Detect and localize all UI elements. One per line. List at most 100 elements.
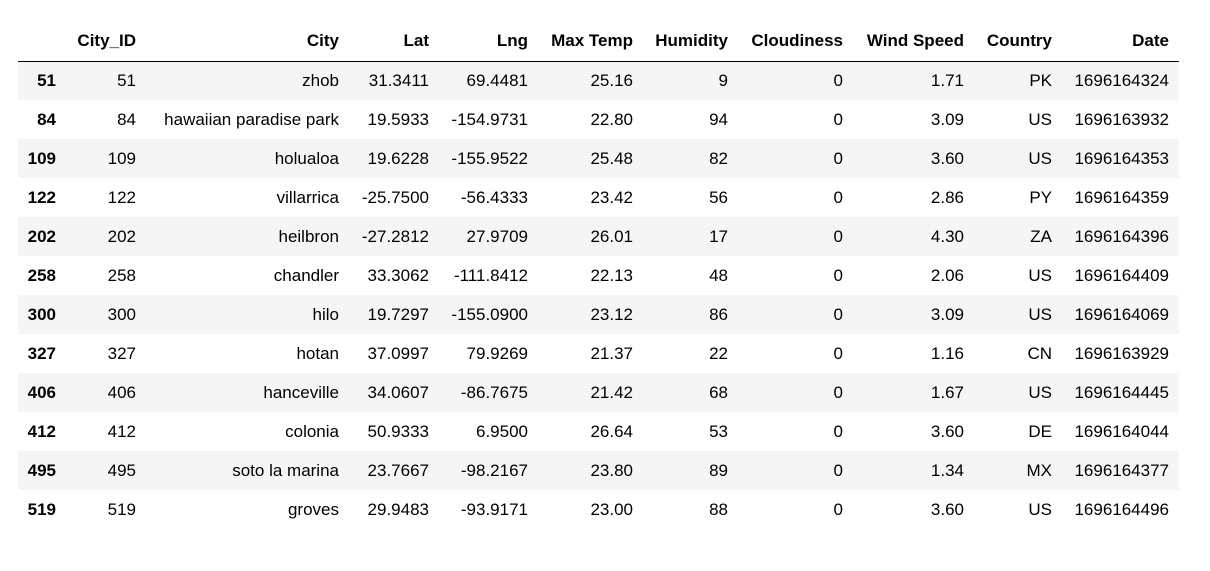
cell-city: hilo <box>312 304 339 324</box>
cell-humidity: 86 <box>709 304 728 324</box>
header-row: City_ID City Lat Lng Max Temp Humidity C… <box>18 22 1179 62</box>
cell-lat: 23.7667 <box>367 460 429 480</box>
cell-cloudiness: 0 <box>833 148 843 168</box>
cell-wind-speed: 3.60 <box>930 499 964 519</box>
cell-lng: -155.9522 <box>451 148 528 168</box>
cell-cloudiness: 0 <box>833 265 843 285</box>
cell-cloudiness: 0 <box>833 70 843 90</box>
cell-country: US <box>1028 109 1052 129</box>
table-row: 258 258 chandler 33.3062 -111.8412 22.13 48 0 2.… <box>18 256 1179 295</box>
cell-wind-speed: 1.16 <box>930 343 964 363</box>
dataframe-table: City_ID City Lat Lng Max Temp Humidity C… <box>18 22 1179 529</box>
cell-lng: -154.9731 <box>451 109 528 129</box>
cell-wind-speed: 3.60 <box>930 421 964 441</box>
cell-lat: 19.5933 <box>367 109 429 129</box>
cell-date: 1696164396 <box>1074 226 1169 246</box>
cell-cloudiness: 0 <box>833 343 843 363</box>
cell-date: 1696163932 <box>1074 109 1169 129</box>
cell-lng: -86.7675 <box>460 382 528 402</box>
row-index: 122 <box>27 187 56 207</box>
cell-max-temp: 21.42 <box>590 382 633 402</box>
cell-date: 1696164324 <box>1074 70 1169 90</box>
table-row: 406 406 hanceville 34.0607 -86.7675 21.42 68 0 1… <box>18 373 1179 412</box>
cell-country: PY <box>1029 187 1052 207</box>
cell-city-id: 412 <box>107 421 136 441</box>
cell-wind-speed: 3.09 <box>930 109 964 129</box>
cell-wind-speed: 1.67 <box>930 382 964 402</box>
cell-lat: 29.9483 <box>367 499 429 519</box>
cell-lat: -27.2812 <box>361 226 429 246</box>
column-header-city: City <box>146 22 349 62</box>
cell-wind-speed: 1.71 <box>930 70 964 90</box>
cell-date: 1696163929 <box>1074 343 1169 363</box>
row-index: 519 <box>27 499 56 519</box>
cell-lat: 19.7297 <box>367 304 429 324</box>
table-row: 122 122 villarrica -25.7500 -56.4333 23.42 56 0… <box>18 178 1179 217</box>
cell-city: colonia <box>285 421 339 441</box>
cell-city-id: 202 <box>107 226 136 246</box>
cell-city: hotan <box>296 343 339 363</box>
cell-city-id: 327 <box>107 343 136 363</box>
cell-humidity: 9 <box>718 70 728 90</box>
cell-max-temp: 21.37 <box>590 343 633 363</box>
cell-city-id: 495 <box>107 460 136 480</box>
table-row: 51 51 zhob 31.3411 69.4481 25.16 9 0 1.71 PK 16961… <box>18 61 1179 100</box>
cell-humidity: 94 <box>709 109 728 129</box>
cell-city: heilbron <box>278 226 340 246</box>
cell-lat: 50.9333 <box>367 421 429 441</box>
cell-max-temp: 23.00 <box>590 499 633 519</box>
cell-max-temp: 25.48 <box>590 148 633 168</box>
cell-humidity: 88 <box>709 499 728 519</box>
cell-max-temp: 25.16 <box>590 70 633 90</box>
cell-city-id: 109 <box>107 148 136 168</box>
cell-max-temp: 22.13 <box>590 265 633 285</box>
cell-lng: -93.9171 <box>460 499 528 519</box>
cell-humidity: 53 <box>709 421 728 441</box>
cell-wind-speed: 3.60 <box>930 148 964 168</box>
row-index: 300 <box>27 304 56 324</box>
cell-humidity: 22 <box>709 343 728 363</box>
column-header-date: Date <box>1062 22 1179 62</box>
cell-lng: 69.4481 <box>466 70 528 90</box>
table-row: 202 202 heilbron -27.2812 27.9709 26.01 17 0 4.3… <box>18 217 1179 256</box>
table-row: 412 412 colonia 50.9333 6.9500 26.64 53 0 3.60 DE… <box>18 412 1179 451</box>
cell-cloudiness: 0 <box>833 499 843 519</box>
cell-city: groves <box>287 499 339 519</box>
cell-country: US <box>1028 499 1052 519</box>
cell-humidity: 82 <box>709 148 728 168</box>
cell-lng: -98.2167 <box>460 460 528 480</box>
cell-country: PK <box>1029 70 1052 90</box>
table-row: 84 84 hawaiian paradise park 19.5933 -154.97… <box>18 100 1179 139</box>
table-body: 51 51 zhob 31.3411 69.4481 25.16 9 0 1.71 PK 16961… <box>18 61 1179 529</box>
column-header-country: Country <box>974 22 1062 62</box>
cell-cloudiness: 0 <box>833 187 843 207</box>
column-header-lng: Lng <box>439 22 538 62</box>
row-index: 406 <box>27 382 56 402</box>
column-header-cloudiness: Cloudiness <box>738 22 853 62</box>
cell-cloudiness: 0 <box>833 109 843 129</box>
row-index: 202 <box>27 226 56 246</box>
cell-humidity: 68 <box>709 382 728 402</box>
cell-cloudiness: 0 <box>833 382 843 402</box>
cell-city: chandler <box>273 265 339 285</box>
cell-date: 1696164044 <box>1074 421 1169 441</box>
cell-country: US <box>1028 382 1052 402</box>
cell-date: 1696164496 <box>1074 499 1169 519</box>
table-row: 300 300 hilo 19.7297 -155.0900 23.12 86 0 3.09 US… <box>18 295 1179 334</box>
cell-max-temp: 26.64 <box>590 421 633 441</box>
cell-max-temp: 26.01 <box>590 226 633 246</box>
cell-cloudiness: 0 <box>833 304 843 324</box>
row-index: 84 <box>37 109 56 129</box>
column-header-humidity: Humidity <box>643 22 738 62</box>
cell-city-id: 122 <box>107 187 136 207</box>
cell-humidity: 56 <box>709 187 728 207</box>
cell-humidity: 89 <box>709 460 728 480</box>
column-header-wind-speed: Wind Speed <box>853 22 974 62</box>
cell-lng: -111.8412 <box>453 265 528 285</box>
cell-city: zhob <box>302 70 339 90</box>
cell-max-temp: 23.42 <box>590 187 633 207</box>
cell-date: 1696164069 <box>1074 304 1169 324</box>
cell-max-temp: 23.12 <box>590 304 633 324</box>
index-header <box>18 22 66 62</box>
cell-date: 1696164377 <box>1074 460 1169 480</box>
